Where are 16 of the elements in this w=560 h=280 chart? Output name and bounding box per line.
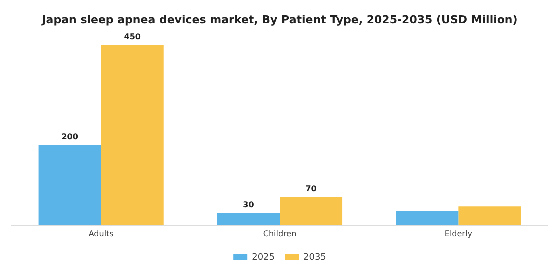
data-label: 70: [306, 184, 318, 194]
bar: [217, 213, 280, 226]
data-label: 30: [243, 200, 255, 210]
x-tick-label: Children: [263, 229, 297, 238]
bar: [38, 145, 102, 226]
bar: [101, 45, 164, 226]
x-tick-label: Adults: [88, 229, 114, 238]
data-label: 200: [62, 132, 79, 142]
chart-title: Japan sleep apnea devices market, By Patient Type, 2025-2035 (USD Million): [41, 13, 518, 26]
bar: [458, 206, 522, 226]
legend-label: 2025: [252, 252, 275, 263]
data-label: 450: [124, 32, 142, 42]
bar: [396, 211, 459, 226]
bar: [280, 197, 343, 226]
x-tick-label: Elderly: [444, 229, 473, 238]
legend-label: 2035: [304, 252, 326, 263]
